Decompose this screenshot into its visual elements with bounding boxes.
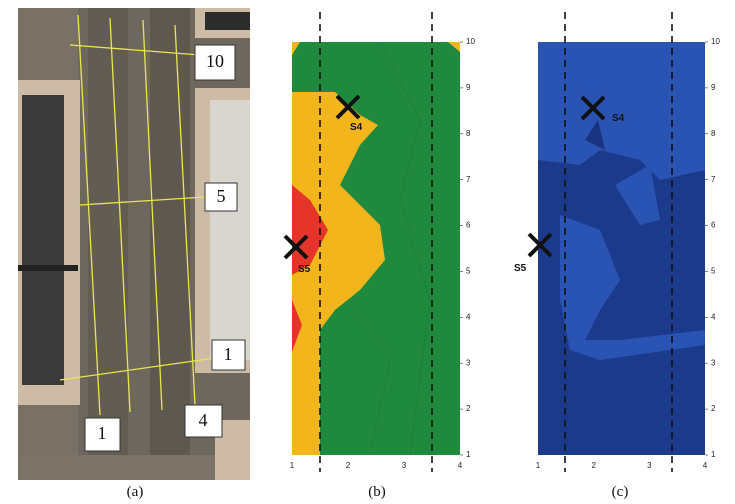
marker-label: S5: [298, 264, 311, 275]
y-tick-label: 6: [466, 221, 471, 230]
panel-label: (a): [127, 484, 144, 500]
x-tick-label: 4: [458, 461, 463, 470]
marker-label: S4: [612, 113, 625, 124]
y-tick-label: 2: [711, 404, 716, 413]
y-tick-label: 9: [711, 83, 716, 92]
marker-label: S5: [514, 263, 527, 274]
cross-marker: [335, 94, 361, 120]
marker-label: S4: [350, 122, 363, 133]
y-tick-label: 5: [711, 267, 716, 276]
y-tick-label: 3: [466, 358, 471, 367]
x-tick-label: 2: [591, 461, 596, 470]
panel-label: (b): [368, 484, 386, 500]
cross-marker: [580, 95, 606, 121]
y-tick-label: 5: [466, 267, 471, 276]
x-tick-label: 4: [703, 461, 708, 470]
y-tick-label: 8: [466, 129, 471, 138]
y-tick-label: 10: [466, 37, 475, 46]
row-label: 5: [217, 186, 226, 206]
x-tick-label: 3: [647, 461, 652, 470]
y-tick-label: 4: [711, 312, 716, 321]
photo: 10 5 1 1 4: [18, 8, 250, 480]
y-tick-label: 6: [711, 221, 716, 230]
column-label: 4: [199, 410, 208, 430]
y-tick-label: 7: [466, 175, 471, 184]
x-tick-label: 1: [290, 461, 295, 470]
row-label: 10: [206, 51, 224, 71]
y-tick-label: 2: [466, 404, 471, 413]
x-tick-label: 3: [402, 461, 407, 470]
x-tick-label: 1: [536, 461, 541, 470]
column-label: 1: [98, 423, 107, 443]
cross-marker: [283, 234, 309, 260]
y-tick-label: 8: [711, 129, 716, 138]
contour-map-b: [292, 41, 460, 456]
y-tick-label: 1: [711, 450, 716, 459]
x-tick-label: 2: [346, 461, 351, 470]
cross-marker: [527, 232, 553, 258]
y-tick-label: 3: [711, 358, 716, 367]
y-tick-label: 10: [711, 37, 720, 46]
y-tick-label: 9: [466, 83, 471, 92]
y-tick-label: 1: [466, 450, 471, 459]
row-label: 1: [224, 344, 233, 364]
contour-map-c: [538, 42, 705, 455]
panel-label: (c): [612, 484, 629, 500]
y-tick-label: 7: [711, 175, 716, 184]
y-tick-label: 4: [466, 312, 471, 321]
